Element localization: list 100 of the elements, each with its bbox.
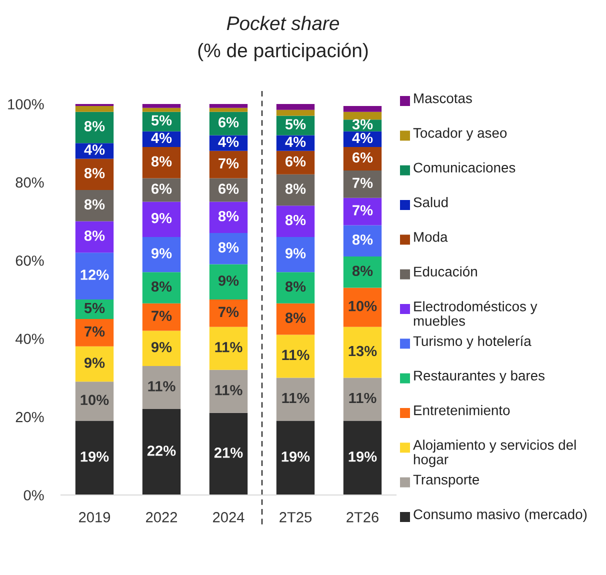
data-label: 11% (215, 385, 242, 396)
y-tick-label: 100% (8, 99, 44, 110)
data-label: 7% (218, 306, 239, 318)
legend-label: Transporte (413, 474, 480, 488)
bar (276, 110, 315, 116)
bar (142, 272, 181, 304)
data-label: 7% (352, 205, 373, 216)
bar (343, 112, 382, 120)
data-label: 19% (282, 451, 310, 462)
bar (142, 236, 181, 272)
chart-subtitle: (% de participación) (198, 42, 368, 62)
data-label: 7% (218, 158, 239, 168)
data-label: 8% (218, 242, 239, 253)
data-label: 8% (84, 199, 105, 210)
data-label: 4% (151, 132, 172, 144)
bar (276, 303, 315, 335)
y-tick-label: 0% (24, 490, 44, 500)
chart-title: Pocket share (226, 16, 340, 30)
data-label: 4% (352, 132, 373, 144)
data-label: 5% (151, 115, 172, 126)
bar (75, 112, 114, 144)
data-label: 8% (151, 156, 172, 167)
data-label: 6% (285, 156, 306, 167)
bar (142, 108, 181, 112)
bar (75, 252, 114, 300)
data-label: 6% (218, 184, 239, 194)
bar (343, 288, 382, 327)
bar (142, 104, 181, 108)
x-tick-label: 2T26 (346, 512, 378, 522)
bar (75, 420, 114, 495)
bar (209, 108, 248, 112)
bar (209, 233, 248, 264)
bar (343, 326, 382, 378)
data-label: 7% (152, 310, 172, 321)
legend-label: Restaurantes y bares (414, 370, 545, 384)
bar (209, 370, 248, 413)
data-label: 22% (147, 446, 176, 456)
data-label: 6% (218, 117, 239, 128)
bar (142, 202, 181, 237)
data-label: 8% (285, 214, 306, 226)
data-label: 8% (285, 312, 306, 323)
bar (343, 256, 382, 288)
x-tick-label: 2024 (213, 512, 244, 522)
data-label: 4% (285, 136, 306, 147)
data-label: 10% (80, 394, 109, 406)
data-label: 9% (218, 275, 239, 286)
data-label: 9% (84, 358, 105, 368)
data-label: 9% (285, 248, 306, 258)
bar (75, 106, 114, 112)
legend-label: Tocador y aseo (413, 128, 507, 141)
data-label: 8% (84, 168, 105, 178)
data-label: 19% (348, 451, 377, 462)
bar (75, 221, 114, 253)
data-label: 4% (84, 144, 105, 155)
bar (343, 106, 382, 112)
bar (209, 150, 248, 178)
bar (142, 330, 181, 366)
data-label: 19% (80, 451, 109, 462)
bar (142, 366, 181, 409)
bar (209, 300, 248, 327)
bar (276, 420, 315, 495)
y-tick-label: 60% (16, 256, 44, 266)
legend-label: Turismo y hotelería (413, 336, 532, 349)
x-tick-label: 2T25 (280, 512, 312, 522)
legend-label: Entretenimiento (414, 405, 510, 416)
bar (209, 412, 248, 495)
data-label: 8% (84, 230, 105, 241)
data-label: 11% (282, 350, 310, 360)
data-label: 8% (285, 184, 306, 194)
data-label: 11% (282, 392, 310, 404)
data-label: 21% (214, 448, 243, 458)
bar (343, 420, 382, 495)
data-label: 7% (352, 178, 373, 188)
bar (343, 225, 382, 256)
data-label: 10% (348, 300, 377, 312)
data-label: 9% (151, 212, 172, 224)
bar (75, 158, 114, 190)
data-label: 9% (151, 248, 172, 258)
bar (276, 174, 315, 206)
bar (276, 104, 315, 110)
bar (75, 382, 114, 421)
data-label: 8% (151, 281, 172, 292)
bar (276, 378, 315, 421)
data-label: 11% (349, 392, 376, 404)
data-label: 4% (218, 136, 239, 147)
legend-label: Salud (414, 197, 448, 208)
bar (209, 104, 248, 108)
bar (276, 272, 315, 304)
y-tick-label: 80% (16, 177, 44, 188)
bar (209, 202, 248, 234)
data-label: 8% (352, 234, 373, 245)
bar (142, 147, 181, 178)
bar (142, 303, 181, 331)
bar (75, 346, 114, 382)
bar (209, 326, 248, 370)
data-label: 6% (151, 184, 172, 194)
bar (343, 198, 382, 226)
legend-label: Electrodomésticos y muebles (414, 301, 538, 326)
bar (343, 170, 382, 198)
data-label: 8% (352, 266, 373, 276)
